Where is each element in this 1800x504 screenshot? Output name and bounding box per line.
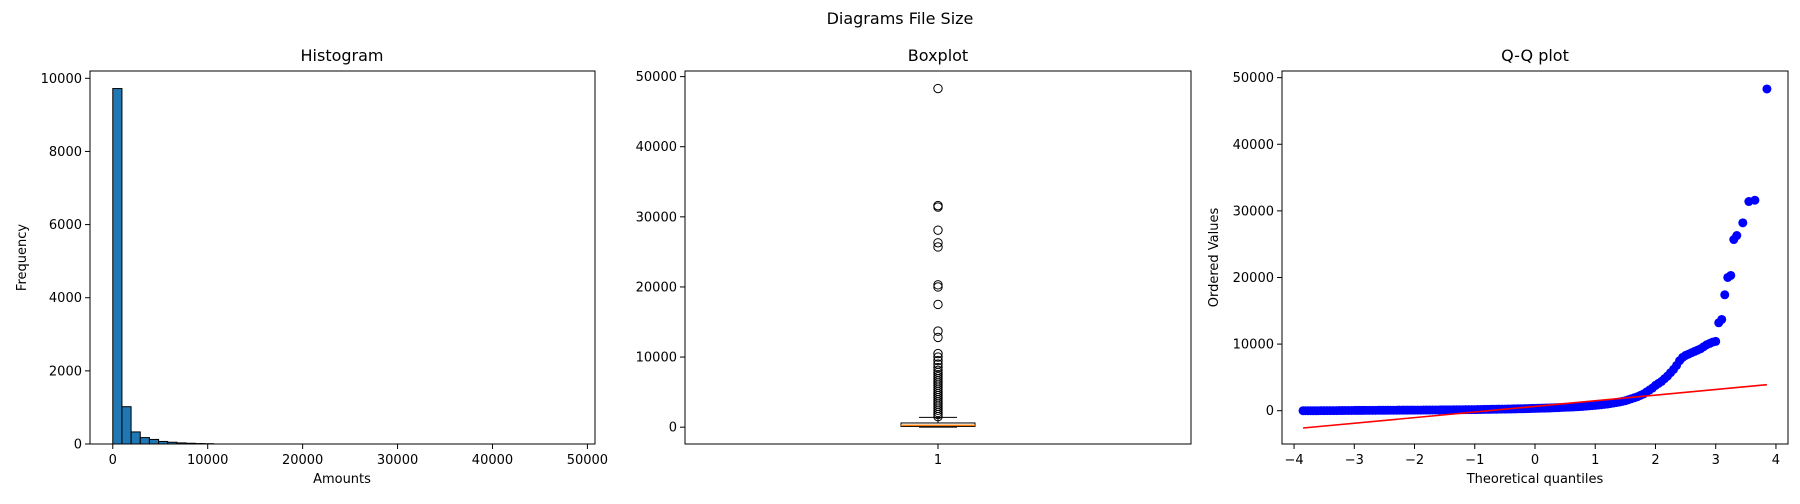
- histogram-x-tick-label: 20000: [282, 453, 323, 468]
- qq-y-tick-label: 0: [1266, 404, 1274, 419]
- qq-x-ticks: −4 −3 −2 −1 0 1 2 3 4: [1284, 444, 1780, 468]
- histogram-bar: [131, 432, 140, 444]
- qq-y-tick-label: 10000: [1233, 338, 1274, 353]
- boxplot-x-tick-label: 1: [934, 453, 942, 468]
- histogram-panel: Histogram 0 10000 20000 30000 40000 50000 0 20…: [15, 46, 608, 487]
- boxplot-y-tick-label: 10000: [636, 351, 677, 366]
- boxplot-outlier: [934, 281, 942, 289]
- histogram-x-tick-label: 50000: [567, 453, 608, 468]
- histogram-bar: [113, 89, 122, 444]
- boxplot-y-tick-label: 50000: [636, 70, 677, 85]
- histogram-bars: [113, 89, 214, 444]
- histogram-title: Histogram: [301, 46, 384, 65]
- histogram-bar: [122, 407, 131, 444]
- qq-point: [1711, 337, 1720, 346]
- histogram-x-label: Amounts: [313, 472, 371, 487]
- boxplot-panel: Boxplot 1 0 10000 20000 30000 40000 50000: [636, 46, 1191, 468]
- histogram-x-tick-label: 0: [109, 453, 117, 468]
- qq-x-tick-label: −4: [1284, 453, 1303, 468]
- histogram-y-tick-label: 0: [74, 438, 82, 453]
- boxplot-y-tick-label: 0: [669, 421, 677, 436]
- boxplot-x-ticks: 1: [934, 444, 942, 468]
- histogram-x-tick-label: 30000: [377, 453, 418, 468]
- qq-y-label: Ordered Values: [1207, 208, 1222, 308]
- boxplot-outlier: [934, 226, 942, 234]
- qq-x-tick-label: 2: [1651, 453, 1659, 468]
- boxplot-outlier: [934, 84, 942, 92]
- qq-x-tick-label: 4: [1772, 453, 1780, 468]
- histogram-x-ticks: 0 10000 20000 30000 40000 50000: [109, 444, 608, 468]
- histogram-bar: [140, 438, 149, 444]
- qq-x-tick-label: 1: [1591, 453, 1599, 468]
- qq-y-tick-label: 50000: [1233, 71, 1274, 86]
- qq-points: [1299, 84, 1772, 415]
- qq-point: [1762, 84, 1771, 93]
- histogram-y-tick-label: 6000: [49, 218, 82, 233]
- boxplot-outlier: [934, 283, 942, 291]
- qq-x-tick-label: 0: [1531, 453, 1539, 468]
- histogram-x-tick-label: 40000: [472, 453, 513, 468]
- histogram-y-tick-label: 8000: [49, 145, 82, 160]
- qq-y-tick-label: 30000: [1233, 204, 1274, 219]
- qq-panel: Q-Q plot −4 −3 −2 −1 0 1 2 3 4 0 10000 20000 30000 4…: [1207, 46, 1788, 487]
- boxplot-y-tick-label: 40000: [636, 140, 677, 155]
- histogram-y-ticks: 0 2000 4000 6000 8000 10000: [41, 72, 90, 453]
- histogram-y-tick-label: 10000: [41, 72, 82, 87]
- qq-x-tick-label: −1: [1465, 453, 1484, 468]
- boxplot-outlier: [934, 300, 942, 308]
- qq-y-tick-label: 40000: [1233, 138, 1274, 153]
- boxplot-axes-frame: [685, 71, 1191, 444]
- boxplot-outlier: [934, 327, 942, 335]
- qq-y-tick-label: 20000: [1233, 271, 1274, 286]
- qq-title: Q-Q plot: [1501, 46, 1569, 65]
- histogram-y-label: Frequency: [15, 224, 30, 291]
- histogram-axes-frame: [90, 71, 595, 444]
- boxplot-y-tick-label: 20000: [636, 280, 677, 295]
- histogram-y-tick-label: 2000: [49, 364, 82, 379]
- qq-x-tick-label: −3: [1345, 453, 1364, 468]
- qq-point: [1726, 271, 1735, 280]
- histogram-x-tick-label: 10000: [187, 453, 228, 468]
- boxplot-outliers: [934, 84, 942, 421]
- qq-x-label: Theoretical quantiles: [1466, 472, 1604, 487]
- figure-suptitle: Diagrams File Size: [827, 9, 974, 28]
- histogram-y-tick-label: 4000: [49, 291, 82, 306]
- qq-point: [1738, 218, 1747, 227]
- qq-y-ticks: 0 10000 20000 30000 40000 50000: [1233, 71, 1282, 419]
- boxplot-y-tick-label: 30000: [636, 210, 677, 225]
- histogram-bar: [149, 439, 158, 444]
- qq-point: [1720, 290, 1729, 299]
- qq-point: [1717, 315, 1726, 324]
- qq-x-tick-label: 3: [1712, 453, 1720, 468]
- qq-x-tick-label: −2: [1405, 453, 1424, 468]
- qq-point: [1732, 231, 1741, 240]
- boxplot-title: Boxplot: [908, 46, 968, 65]
- qq-point: [1750, 196, 1759, 205]
- qq-axes-frame: [1282, 71, 1788, 444]
- boxplot-y-ticks: 0 10000 20000 30000 40000 50000: [636, 70, 685, 436]
